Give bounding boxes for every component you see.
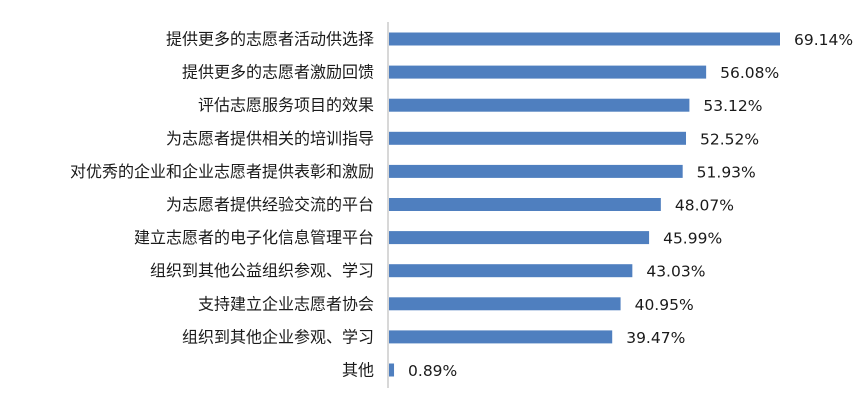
category-label-0: 提供更多的志愿者活动供选择	[166, 30, 374, 49]
category-label-4: 对优秀的企业和企业志愿者提供表彰和激励	[70, 162, 374, 181]
category-label-3: 为志愿者提供相关的培训指导	[166, 129, 374, 148]
bar-0	[389, 32, 780, 46]
category-label-5: 为志愿者提供经验交流的平台	[166, 195, 374, 214]
category-label-10: 其他	[342, 361, 374, 380]
category-labels: 提供更多的志愿者活动供选择提供更多的志愿者激励回馈评估志愿服务项目的效果为志愿者…	[70, 30, 374, 380]
category-label-9: 组织到其他企业参观、学习	[182, 327, 374, 346]
category-label-6: 建立志愿者的电子化信息管理平台	[134, 228, 374, 247]
value-label-10: 0.89%	[408, 362, 457, 380]
bar-4	[389, 164, 683, 178]
value-label-9: 39.47%	[626, 329, 685, 347]
value-label-3: 52.52%	[700, 130, 759, 148]
category-label-8: 支持建立企业志愿者协会	[198, 294, 374, 313]
bar-2	[389, 98, 690, 112]
bar-1	[389, 65, 707, 79]
bar-3	[389, 131, 687, 145]
value-labels: 69.14% 56.08% 53.12% 52.52% 51.93% 48.07% 45.9…	[408, 31, 853, 380]
value-label-0: 69.14%	[794, 31, 853, 49]
bar-7	[389, 264, 633, 278]
bars-layer	[389, 32, 780, 377]
bar-8	[389, 297, 621, 311]
category-label-2: 评估志愿服务项目的效果	[198, 96, 374, 115]
bar-6	[389, 231, 650, 245]
value-label-2: 53.12%	[703, 97, 762, 115]
value-label-8: 40.95%	[635, 296, 694, 314]
bar-9	[389, 330, 613, 344]
bar-5	[389, 198, 661, 211]
value-label-4: 51.93%	[697, 163, 756, 181]
value-label-7: 43.03%	[646, 263, 705, 281]
value-label-6: 45.99%	[663, 230, 722, 248]
value-label-5: 48.07%	[675, 197, 734, 215]
category-label-7: 组织到其他公益组织参观、学习	[150, 261, 374, 280]
value-label-1: 56.08%	[720, 64, 779, 82]
bar-10	[389, 363, 395, 377]
category-label-1: 提供更多的志愿者激励回馈	[182, 63, 374, 82]
